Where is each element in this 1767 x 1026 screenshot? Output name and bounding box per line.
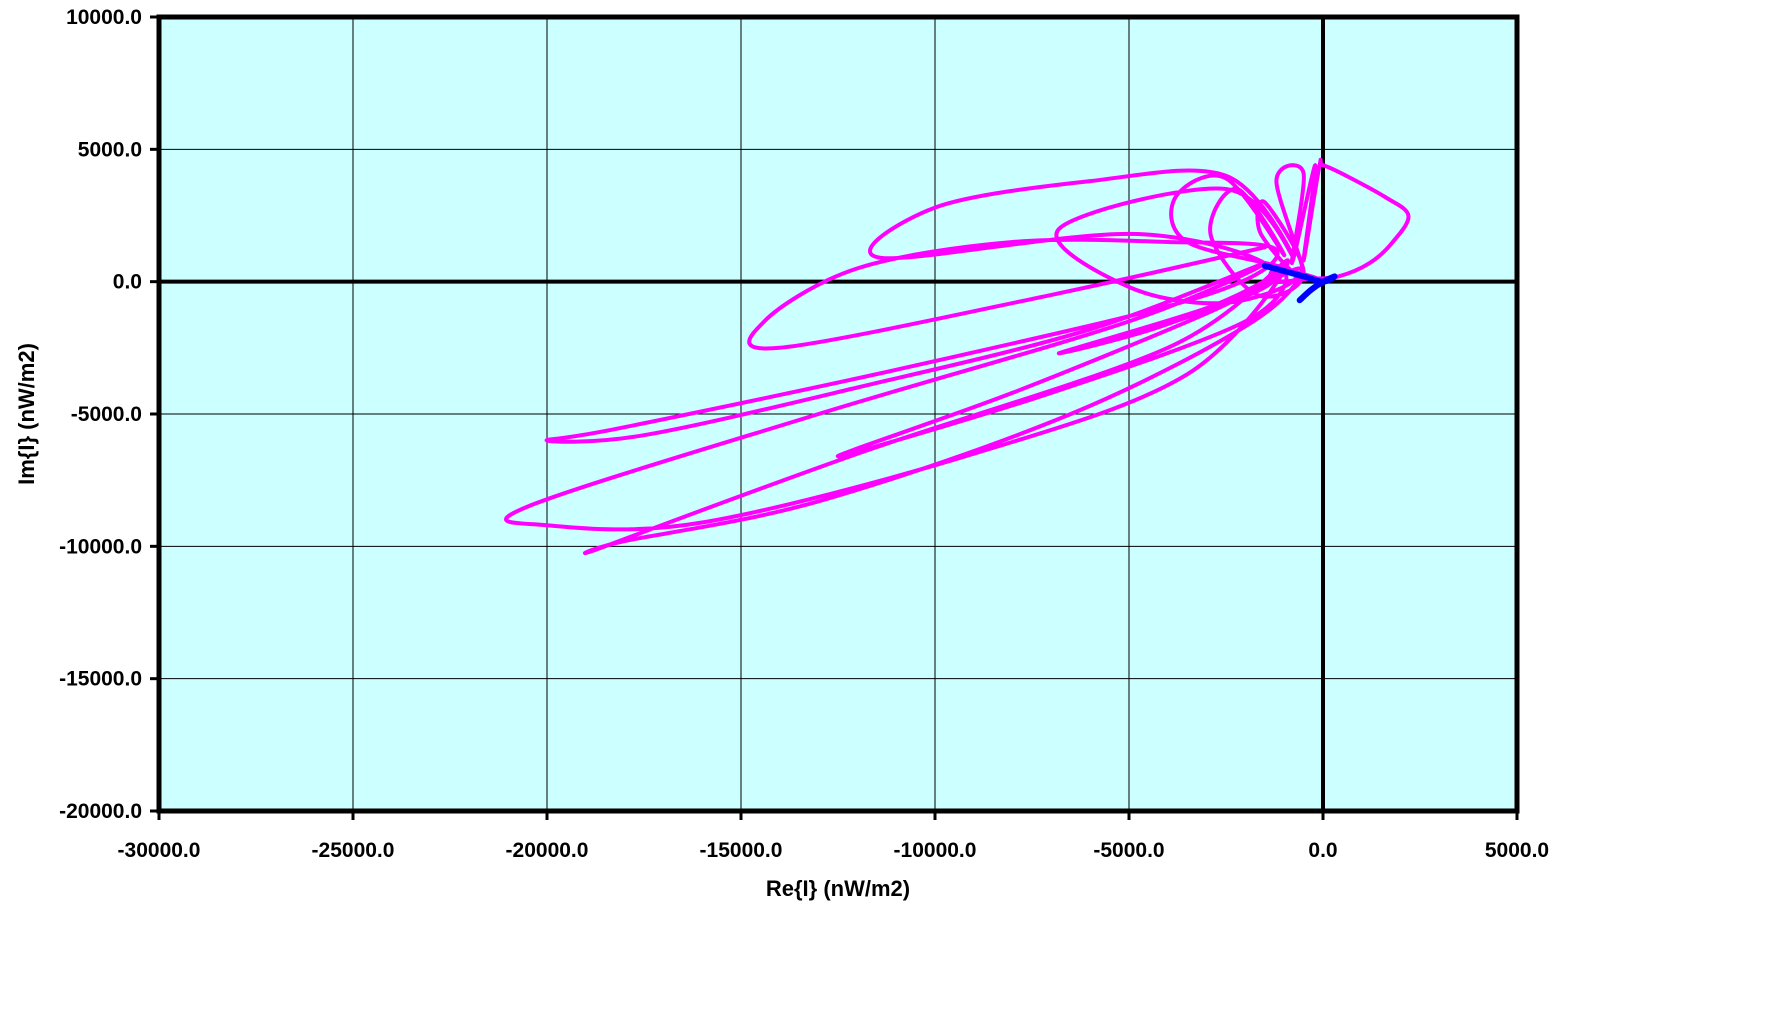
series-line-2 <box>1261 262 1338 304</box>
series-line-1 <box>504 157 1411 556</box>
y-tick-label: 5000.0 <box>78 138 142 161</box>
x-tick-label: -10000.0 <box>894 839 977 862</box>
y-tick-label: 0.0 <box>113 271 142 294</box>
y-tick-label: -5000.0 <box>71 403 142 426</box>
x-tick-label: -30000.0 <box>118 839 201 862</box>
y-tick-label: -10000.0 <box>59 535 142 558</box>
x-tick-label: -15000.0 <box>700 839 783 862</box>
y-tick-label: 10000.0 <box>66 6 142 29</box>
y-axis-label: Im{I} (nW/m2) <box>14 343 39 485</box>
x-axis-label: Re{I} (nW/m2) <box>766 876 910 901</box>
x-tick-label: -20000.0 <box>506 839 589 862</box>
x-tick-label: 0.0 <box>1308 839 1337 862</box>
x-tick-label: 5000.0 <box>1485 839 1549 862</box>
y-tick-label: -20000.0 <box>59 800 142 823</box>
x-tick-label: -5000.0 <box>1093 839 1164 862</box>
y-tick-label: -15000.0 <box>59 668 142 691</box>
x-tick-label: -25000.0 <box>312 839 395 862</box>
